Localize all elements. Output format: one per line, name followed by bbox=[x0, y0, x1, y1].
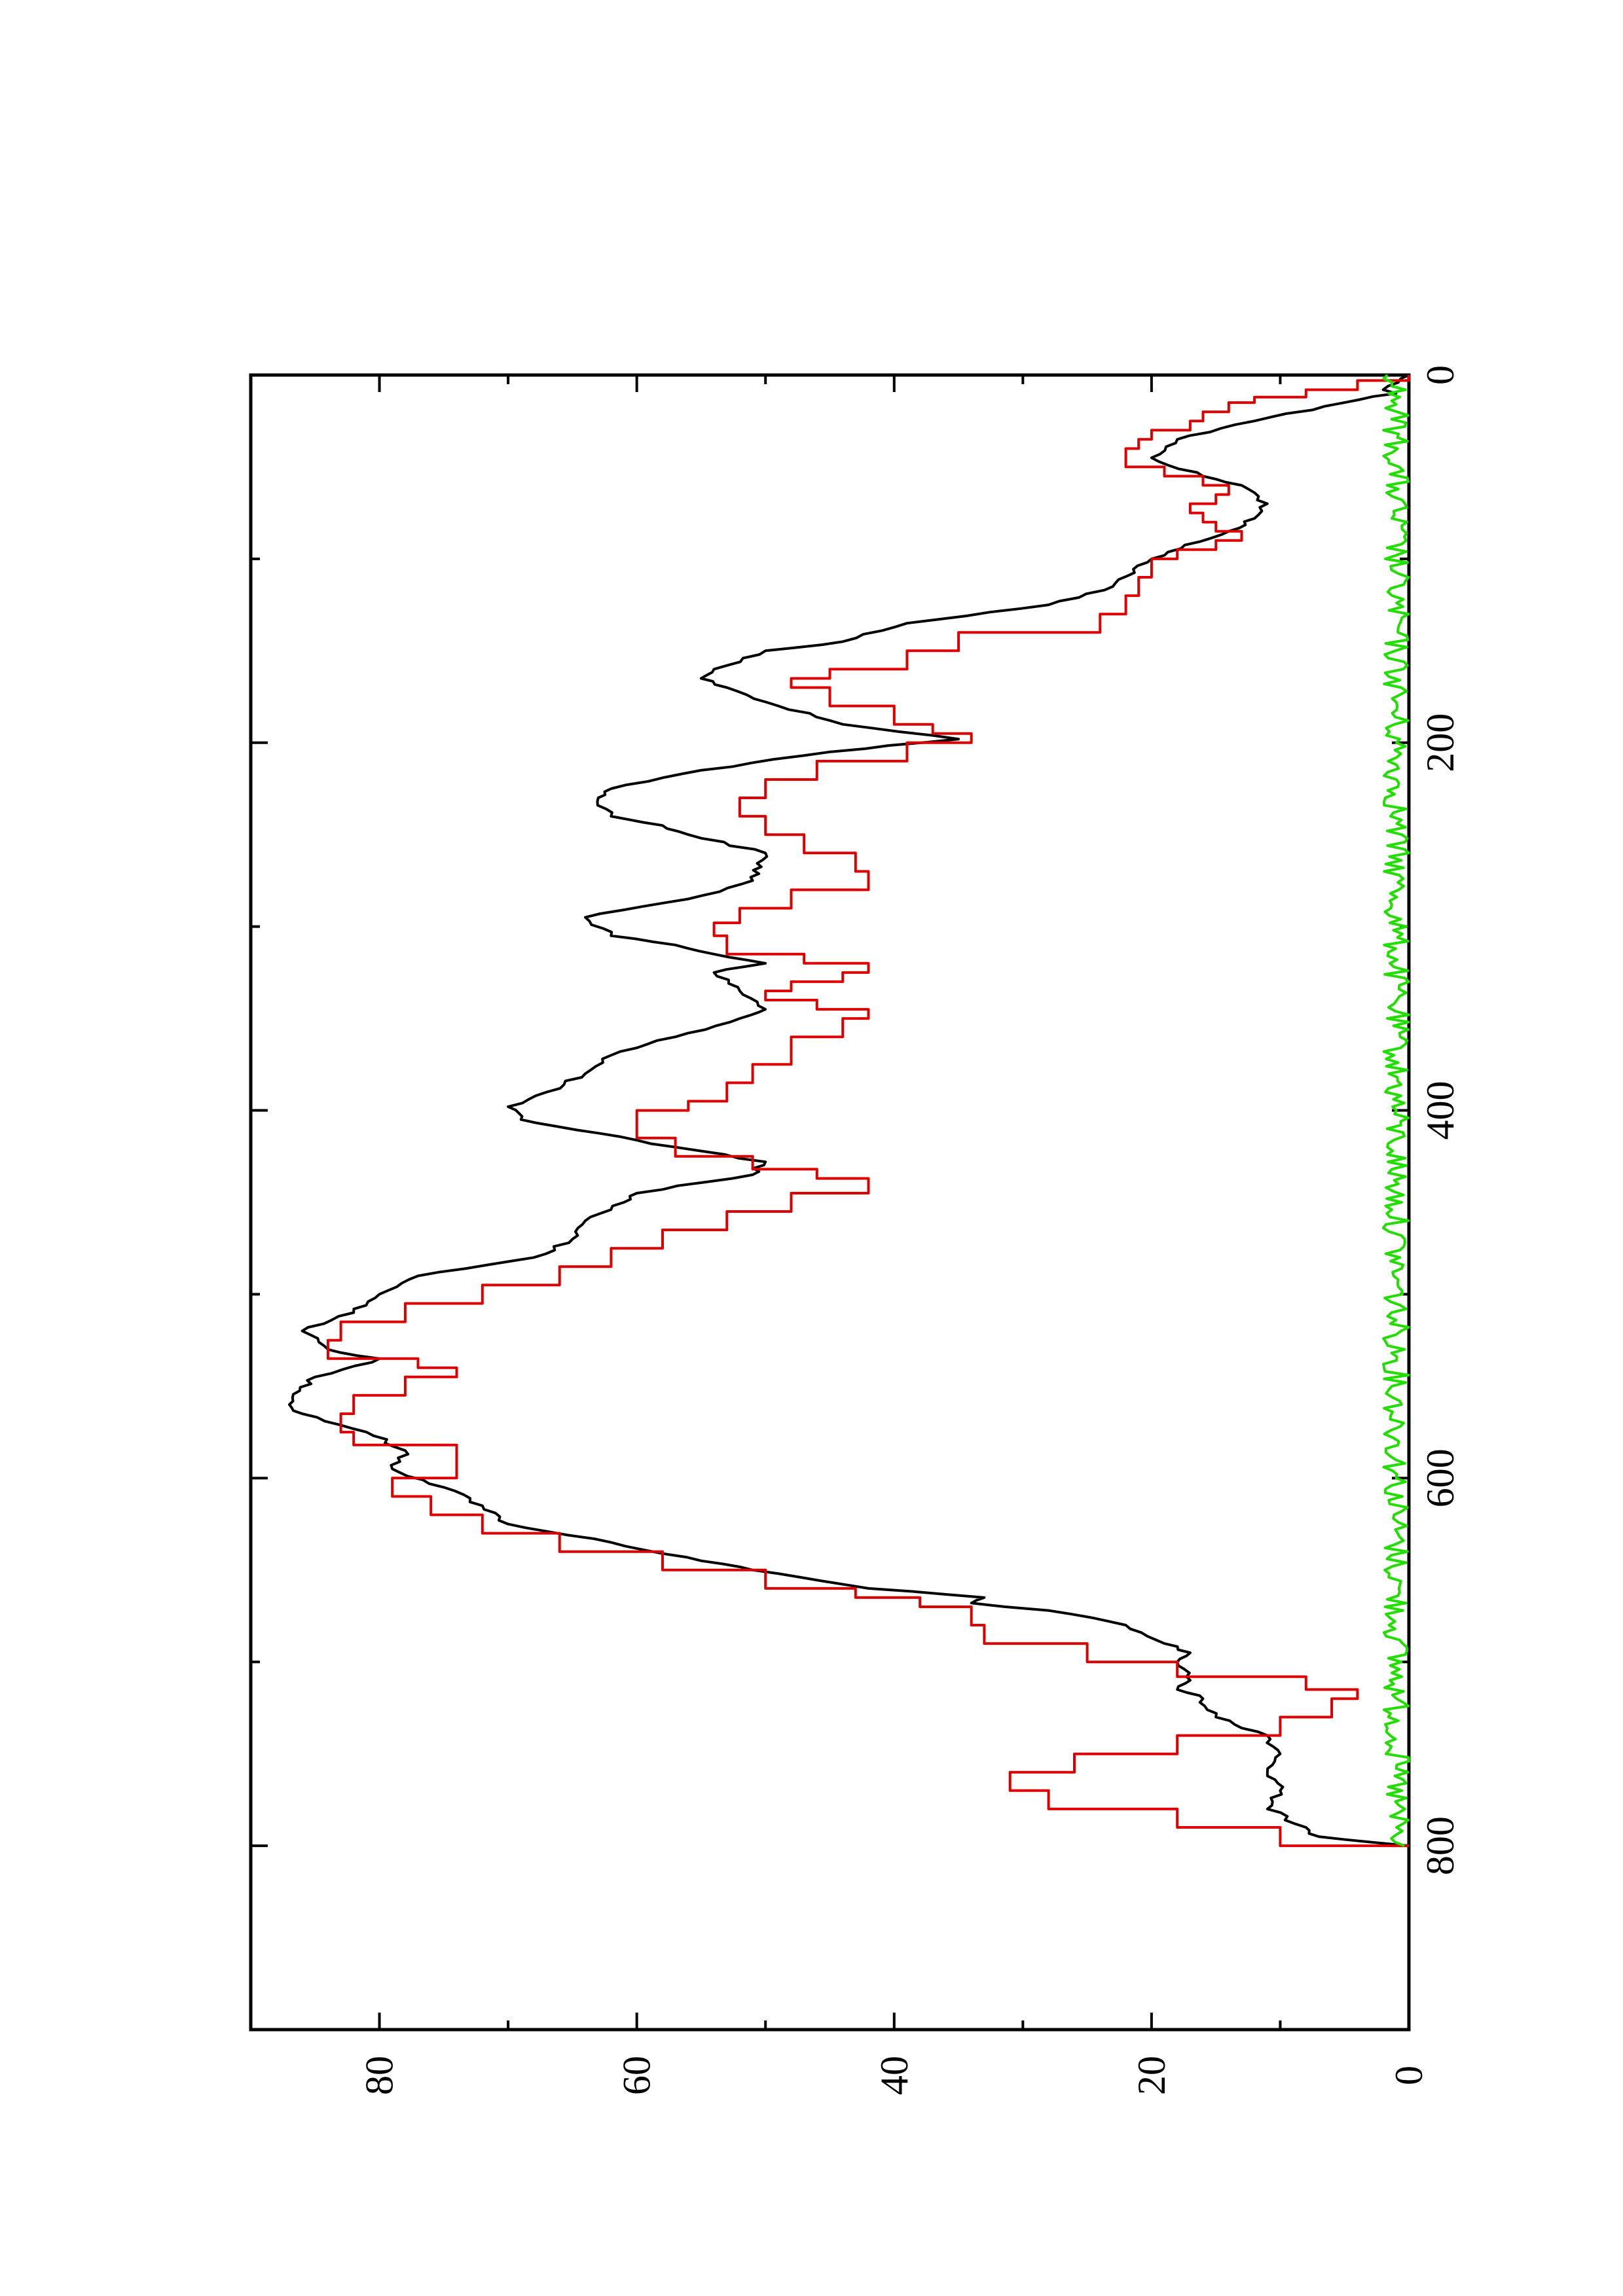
x-tick-label: 200 bbox=[1419, 713, 1462, 772]
y-tick-label: 0 bbox=[1387, 2066, 1431, 2085]
y-tick-label: 60 bbox=[615, 2056, 659, 2095]
series-line-3 bbox=[1381, 374, 1410, 1847]
y-tick-label: 80 bbox=[358, 2056, 401, 2095]
plot-frame bbox=[249, 373, 1411, 2032]
chart-series bbox=[288, 374, 1410, 1848]
y-tick-label: 40 bbox=[873, 2056, 916, 2095]
x-tick-label: 600 bbox=[1419, 1448, 1462, 1507]
series-line-2 bbox=[326, 375, 1410, 1848]
chart-tick-labels: 0 200 400 600 800 0 20 40 60 80 bbox=[358, 365, 1462, 2095]
chart-axes bbox=[249, 373, 1411, 2032]
x-tick-label: 400 bbox=[1419, 1081, 1462, 1140]
y-tick-label: 20 bbox=[1130, 2056, 1173, 2095]
x-tick-label: 800 bbox=[1419, 1816, 1462, 1875]
x-tick-label: 0 bbox=[1419, 365, 1462, 385]
series-line-1 bbox=[288, 374, 1410, 1848]
